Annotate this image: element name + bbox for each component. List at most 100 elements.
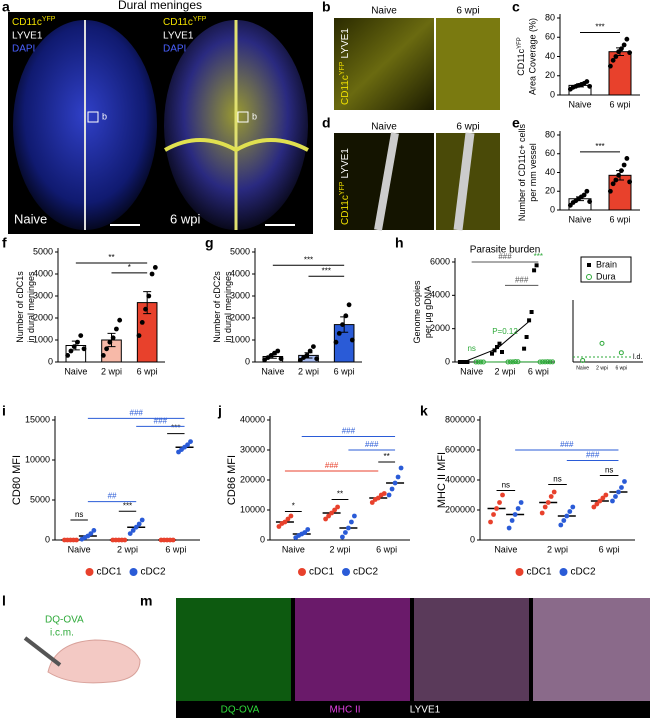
channel-label: MHC II bbox=[329, 705, 360, 716]
data-point bbox=[375, 495, 381, 501]
y-tick-label: 5000 bbox=[33, 246, 53, 256]
data-point bbox=[333, 339, 339, 345]
data-point bbox=[584, 79, 590, 84]
data-point bbox=[282, 519, 288, 525]
data-point bbox=[143, 306, 148, 312]
annotation: P=0.12 bbox=[492, 327, 518, 336]
data-point bbox=[346, 302, 352, 308]
annotation: ns bbox=[553, 475, 561, 484]
y-axis-label: Number of cDC1s bbox=[15, 271, 25, 343]
y-axis-label: CD11cYFP bbox=[516, 37, 526, 76]
annotation: ### bbox=[498, 252, 512, 261]
data-point bbox=[307, 348, 313, 354]
data-point bbox=[545, 359, 551, 365]
data-point bbox=[130, 528, 136, 533]
y-tick-label: 0 bbox=[245, 356, 250, 366]
data-point bbox=[104, 346, 109, 352]
x-tick-label: 6 wpi bbox=[376, 544, 397, 554]
annotation: ** bbox=[384, 452, 390, 461]
data-point bbox=[276, 524, 282, 529]
y-axis-label: per mm vessel bbox=[528, 143, 538, 202]
y-tick-label: 0 bbox=[550, 89, 555, 99]
data-point bbox=[352, 513, 357, 519]
annotation: ns bbox=[75, 510, 83, 519]
route-label: i.c.m. bbox=[50, 628, 74, 639]
y-tick-label: 80 bbox=[545, 129, 555, 139]
panel-letter: j bbox=[217, 403, 222, 419]
data-point bbox=[548, 494, 554, 499]
data-point bbox=[505, 359, 511, 365]
data-point bbox=[139, 320, 145, 325]
data-point bbox=[613, 494, 618, 499]
data-point bbox=[302, 530, 308, 535]
data-point bbox=[305, 527, 311, 532]
x-tick-label: 6 wpi bbox=[609, 99, 630, 109]
mouse-brain bbox=[47, 639, 141, 684]
y-tick-label: 80 bbox=[545, 12, 555, 22]
y-tick-label: 10000 bbox=[240, 504, 265, 514]
data-point bbox=[395, 474, 401, 480]
data-point bbox=[462, 360, 467, 364]
y-axis-label: in dural meninges bbox=[26, 271, 36, 343]
legend-label: Dura bbox=[596, 271, 616, 281]
y-axis-label-part: CD11c bbox=[516, 48, 526, 75]
x-tick-label: 2 wpi bbox=[298, 366, 319, 376]
data-point bbox=[285, 516, 291, 522]
data-point bbox=[497, 341, 502, 346]
data-point bbox=[340, 322, 345, 327]
data-point bbox=[278, 356, 284, 362]
image-naive bbox=[334, 18, 434, 110]
detection-label: l.d. bbox=[633, 354, 642, 361]
annotation: *** bbox=[171, 424, 180, 433]
channel-label: DAPI bbox=[163, 44, 186, 55]
data-point bbox=[567, 509, 573, 514]
vessel bbox=[374, 132, 399, 231]
data-point bbox=[110, 335, 116, 341]
data-point bbox=[619, 485, 624, 490]
data-point bbox=[529, 310, 534, 314]
channel-label: CD11cYFP bbox=[163, 16, 207, 28]
y-tick-label: 60 bbox=[545, 148, 555, 158]
column-label: 6 wpi bbox=[456, 122, 479, 133]
data-point bbox=[100, 353, 106, 358]
data-point bbox=[297, 357, 303, 363]
inset-tick-label: Naive bbox=[576, 365, 589, 371]
data-point bbox=[326, 513, 331, 519]
data-point bbox=[547, 359, 553, 365]
y-tick-label: 5000 bbox=[230, 246, 250, 256]
data-point bbox=[152, 265, 158, 270]
data-point bbox=[618, 46, 624, 52]
data-point bbox=[343, 313, 349, 319]
data-point bbox=[314, 356, 320, 362]
x-tick-label: 6 wpi bbox=[334, 366, 355, 376]
legend-label: cDC1 bbox=[97, 567, 122, 578]
channel-label: LYVE1 bbox=[163, 31, 194, 42]
panel-letter: g bbox=[205, 235, 214, 251]
data-point bbox=[480, 359, 486, 365]
data-point bbox=[492, 348, 497, 353]
data-point bbox=[340, 534, 345, 540]
legend-marker bbox=[129, 568, 138, 576]
annotation: ### bbox=[342, 427, 356, 436]
legend-label: Brain bbox=[596, 259, 617, 269]
data-point bbox=[616, 489, 621, 495]
annotation: *** bbox=[595, 142, 604, 151]
condition-label: Naive bbox=[14, 211, 47, 226]
data-point bbox=[133, 524, 139, 530]
data-point bbox=[581, 192, 587, 198]
legend-label: cDC1 bbox=[309, 567, 334, 578]
data-point bbox=[311, 344, 316, 349]
y-tick-label: 1000 bbox=[33, 334, 53, 344]
data-point bbox=[624, 36, 630, 42]
data-point bbox=[91, 528, 97, 533]
data-point bbox=[349, 337, 355, 343]
data-point bbox=[627, 50, 633, 56]
data-point bbox=[495, 345, 499, 349]
data-point bbox=[88, 531, 94, 536]
annotation: *** bbox=[304, 255, 313, 264]
y-tick-label: 10000 bbox=[25, 454, 50, 464]
y-tick-label: 15000 bbox=[25, 414, 50, 424]
inset-tick-label: 6 wpi bbox=[615, 365, 627, 371]
data-point bbox=[527, 318, 532, 323]
